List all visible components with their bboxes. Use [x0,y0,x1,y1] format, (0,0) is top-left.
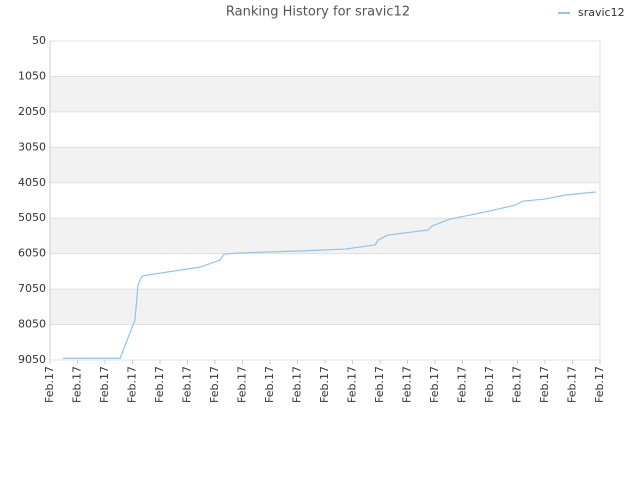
x-tick-label: Feb.17 [126,366,139,403]
x-tick-label: Feb.17 [428,366,441,403]
y-tick-label: 50 [32,34,46,47]
x-tick-label: Feb.17 [318,366,331,403]
x-tick-label: Feb.17 [511,366,524,403]
y-tick-label: 9050 [18,353,46,366]
x-tick-label: Feb.17 [456,366,469,403]
x-tick-label: Feb.17 [236,366,249,403]
data-line [62,191,596,359]
x-tick-label: Feb.17 [401,366,414,403]
grid-band [50,147,600,183]
y-tick-label: 2050 [18,105,46,118]
x-tick-label: Feb.17 [263,366,276,403]
y-tick-label: 1050 [18,69,46,82]
x-tick-label: Feb.17 [208,366,221,403]
grid-band [50,218,600,254]
x-tick-label: Feb.17 [291,366,304,403]
y-tick-label: 8050 [18,318,46,331]
legend-label: sravic12 [578,6,625,19]
y-tick-label: 7050 [18,282,46,295]
grid-band [50,76,600,112]
x-tick-label: Feb.17 [346,366,359,403]
x-tick-label: Feb.17 [538,366,551,403]
x-tick-label: Feb.17 [566,366,579,403]
x-tick-label: Feb.17 [483,366,496,403]
chart-title: Ranking History for sravic12 [226,5,410,20]
x-tick-label: Feb.17 [71,366,84,403]
x-tick-label: Feb.17 [98,366,111,403]
grid-band [50,289,600,325]
y-tick-label: 6050 [18,247,46,260]
x-tick-label: Feb.17 [373,366,386,403]
y-tick-label: 4050 [18,176,46,189]
y-tick-label: 5050 [18,211,46,224]
x-tick-label: Feb.17 [153,366,166,403]
x-tick-label: Feb.17 [593,366,606,403]
x-tick-label: Feb.17 [43,366,56,403]
x-tick-label: Feb.17 [181,366,194,403]
y-tick-label: 3050 [18,140,46,153]
